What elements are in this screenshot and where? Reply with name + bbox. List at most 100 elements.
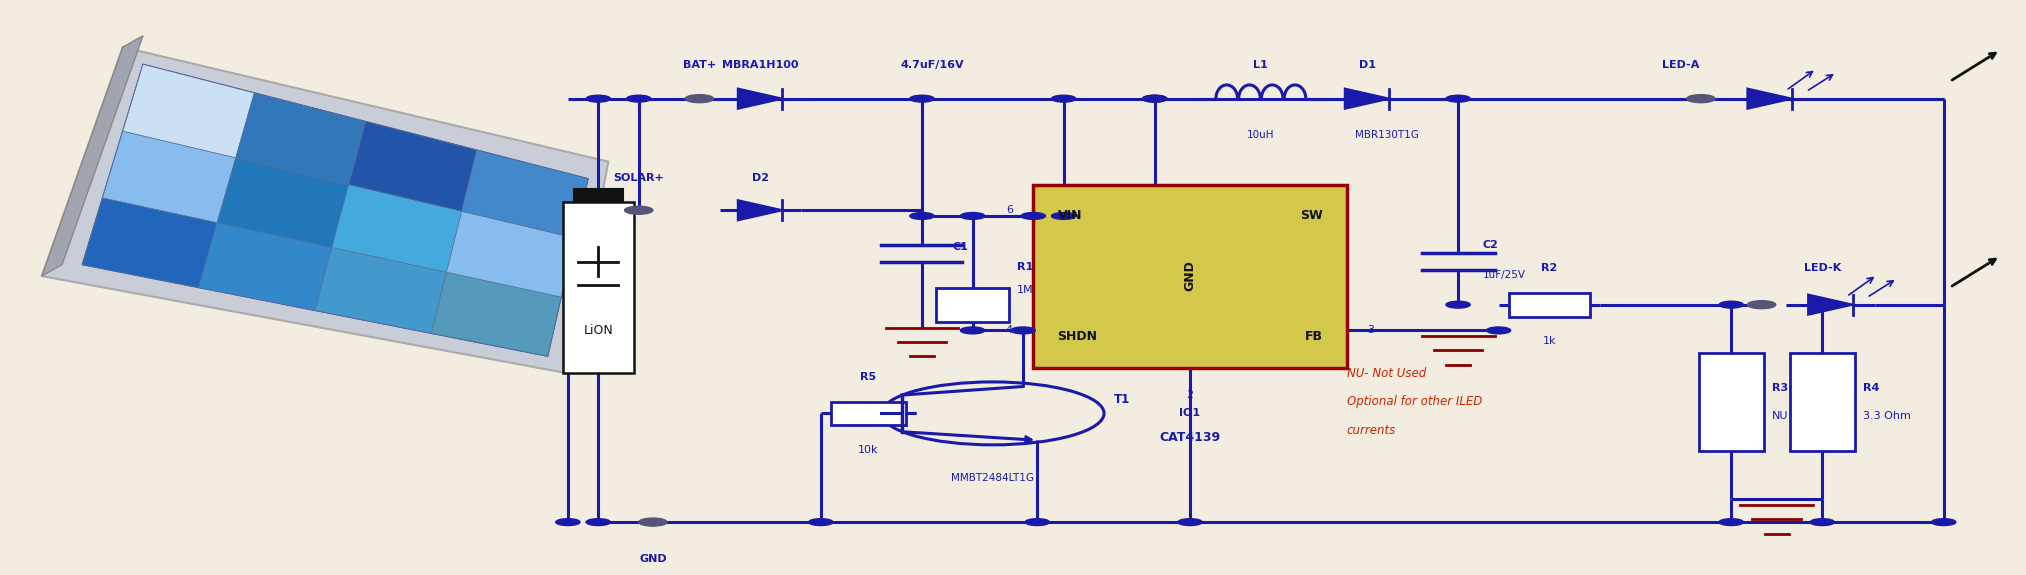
Text: R2: R2 (1542, 263, 1558, 273)
Text: VIN: VIN (1058, 209, 1082, 223)
Bar (1033, 185, 1347, 367)
Polygon shape (83, 64, 588, 356)
Bar (1700, 353, 1763, 451)
Text: 6: 6 (1007, 205, 1013, 215)
Polygon shape (348, 121, 476, 211)
Circle shape (1748, 301, 1775, 309)
Text: IO1: IO1 (1179, 408, 1201, 417)
Circle shape (586, 519, 610, 526)
Text: SOLAR+: SOLAR+ (614, 172, 665, 183)
Text: 10uH: 10uH (1248, 130, 1274, 140)
Circle shape (555, 519, 579, 526)
Text: FB: FB (1305, 329, 1323, 343)
Text: GND: GND (638, 554, 667, 564)
Text: C1: C1 (952, 243, 968, 252)
Text: NU: NU (1771, 411, 1789, 421)
Text: D1: D1 (1359, 60, 1376, 70)
Text: 1uF/25V: 1uF/25V (1483, 270, 1526, 281)
Text: LED-K: LED-K (1803, 263, 1842, 273)
Polygon shape (103, 131, 235, 223)
Circle shape (1143, 95, 1167, 102)
Circle shape (1447, 95, 1471, 102)
Text: GND: GND (1183, 260, 1197, 292)
Circle shape (624, 206, 652, 214)
Text: MMBT2484LT1G: MMBT2484LT1G (952, 473, 1033, 484)
Text: R5: R5 (861, 372, 877, 382)
Text: LiON: LiON (583, 324, 614, 337)
Circle shape (960, 327, 985, 334)
Polygon shape (462, 150, 588, 238)
Circle shape (1447, 301, 1471, 308)
Circle shape (1809, 301, 1834, 308)
Text: currents: currents (1347, 424, 1396, 437)
Circle shape (586, 95, 610, 102)
Text: 4.7uF/16V: 4.7uF/16V (900, 60, 964, 70)
Circle shape (1720, 301, 1744, 308)
Text: R4: R4 (1862, 382, 1880, 393)
Polygon shape (43, 47, 608, 373)
Circle shape (1487, 327, 1511, 334)
Circle shape (1143, 95, 1167, 102)
Circle shape (1720, 519, 1744, 526)
Circle shape (808, 519, 833, 526)
Text: D2: D2 (752, 172, 768, 183)
Polygon shape (737, 89, 782, 109)
Polygon shape (737, 200, 782, 220)
Bar (831, 402, 906, 425)
Circle shape (1011, 327, 1035, 334)
Polygon shape (217, 158, 348, 247)
Bar (573, 189, 622, 202)
Text: C2: C2 (1483, 240, 1499, 250)
Text: L1: L1 (1254, 60, 1268, 70)
Bar (1509, 293, 1590, 317)
Text: SHDN: SHDN (1058, 329, 1098, 343)
Text: BAT+: BAT+ (683, 60, 715, 70)
Circle shape (1051, 95, 1076, 102)
Polygon shape (235, 93, 365, 185)
Circle shape (910, 95, 934, 102)
Text: R3: R3 (1771, 382, 1787, 393)
Polygon shape (332, 185, 462, 272)
Circle shape (685, 95, 713, 103)
Text: MBRA1H100: MBRA1H100 (721, 60, 798, 70)
Text: 2: 2 (1187, 390, 1193, 401)
Bar (563, 202, 634, 373)
Circle shape (638, 518, 667, 526)
Polygon shape (1807, 294, 1852, 315)
Polygon shape (1748, 89, 1791, 109)
Text: 3: 3 (1368, 325, 1374, 335)
Polygon shape (124, 64, 255, 158)
Text: T1: T1 (1114, 393, 1131, 405)
Circle shape (910, 213, 934, 220)
Text: NU- Not Used: NU- Not Used (1347, 367, 1426, 380)
Text: CAT4139: CAT4139 (1159, 431, 1220, 443)
Text: MBR130T1G: MBR130T1G (1355, 130, 1420, 140)
Polygon shape (446, 211, 575, 297)
Circle shape (1021, 213, 1045, 220)
Text: SW: SW (1301, 209, 1323, 223)
Circle shape (1809, 519, 1834, 526)
Circle shape (1688, 95, 1716, 103)
Text: R1: R1 (1017, 262, 1033, 273)
Text: 10k: 10k (859, 445, 879, 455)
Bar (1789, 353, 1854, 451)
Circle shape (1051, 213, 1076, 220)
Polygon shape (432, 272, 561, 356)
Circle shape (626, 95, 650, 102)
Text: 4: 4 (1005, 325, 1013, 335)
Text: 3.3 Ohm: 3.3 Ohm (1862, 411, 1911, 421)
Circle shape (1025, 519, 1049, 526)
Polygon shape (1345, 89, 1390, 109)
Text: 1M: 1M (1017, 285, 1033, 296)
Text: LED-A: LED-A (1661, 60, 1700, 70)
Polygon shape (43, 36, 144, 276)
Circle shape (1931, 519, 1955, 526)
Bar (936, 288, 1009, 322)
Circle shape (960, 213, 985, 220)
Polygon shape (83, 198, 217, 288)
Polygon shape (199, 223, 332, 310)
Polygon shape (314, 247, 446, 334)
Circle shape (1177, 519, 1201, 526)
Text: Optional for other ILED: Optional for other ILED (1347, 396, 1483, 408)
Text: 1k: 1k (1542, 336, 1556, 346)
